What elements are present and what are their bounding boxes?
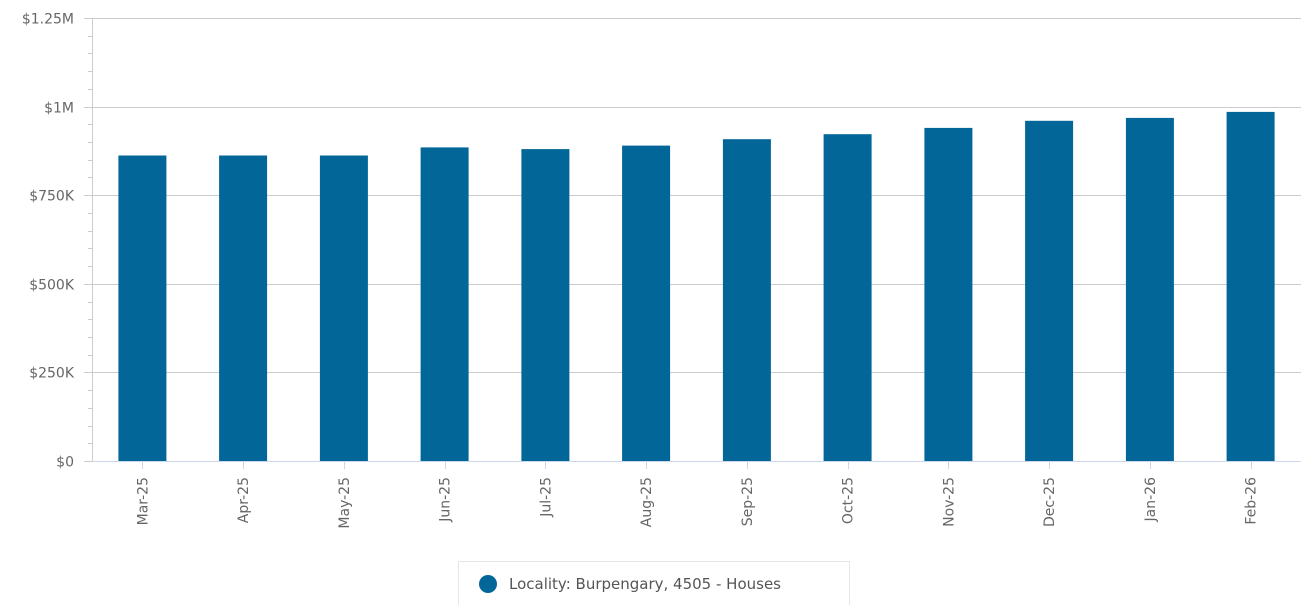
bar[interactable] — [219, 155, 268, 462]
bar[interactable] — [521, 149, 570, 461]
bar[interactable] — [118, 155, 167, 462]
y-axis-minor-ticks — [84, 18, 92, 462]
y-tick-label: $250K — [29, 366, 75, 382]
bar[interactable] — [924, 127, 973, 462]
bar[interactable] — [1125, 117, 1174, 462]
bar-chart: $0$250K$500K$750K$1M$1.25M Mar-25 Apr-25 M… — [22, 12, 1301, 529]
x-tick-label: Feb-26 — [1244, 477, 1260, 525]
bar[interactable] — [1226, 111, 1275, 462]
bar[interactable] — [420, 147, 469, 461]
x-tick-label: Oct-25 — [841, 477, 857, 524]
y-tick-label: $1.25M — [22, 12, 74, 28]
x-tick-label: Aug-25 — [639, 477, 655, 527]
bar[interactable] — [823, 134, 872, 461]
x-tick-label: Sep-25 — [740, 477, 756, 526]
axes — [92, 18, 1301, 469]
y-tick-label: $750K — [29, 189, 75, 205]
x-tick-label: Mar-25 — [135, 477, 151, 525]
x-tick-label: Jul-25 — [538, 477, 554, 518]
bar[interactable] — [319, 155, 368, 462]
bars — [118, 111, 1275, 462]
legend[interactable]: Locality: Burpengary, 4505 - Houses — [458, 561, 850, 605]
bar[interactable] — [722, 139, 771, 461]
bar[interactable] — [622, 145, 671, 461]
x-tick-label: Apr-25 — [236, 477, 252, 523]
x-tick-label: Jan-26 — [1143, 477, 1159, 523]
y-tick-label: $1M — [44, 101, 74, 117]
legend-label: Locality: Burpengary, 4505 - Houses — [509, 574, 781, 593]
legend-marker-icon — [479, 574, 497, 593]
x-tick-label: Dec-25 — [1042, 477, 1058, 527]
grid-lines — [92, 18, 1301, 373]
y-tick-label: $0 — [56, 455, 74, 471]
bar[interactable] — [1025, 120, 1074, 462]
x-axis-tick-labels: Mar-25 Apr-25 May-25 Jun-25 Jul-25 Aug-25 Sep-… — [135, 477, 1259, 529]
y-axis-tick-labels: $0 $250K $500K $750K $1M $1.25M — [22, 12, 75, 471]
x-tick-label: Nov-25 — [941, 477, 957, 527]
x-tick-label: May-25 — [337, 477, 353, 529]
x-tick-label: Jun-25 — [438, 477, 454, 523]
y-tick-label: $500K — [29, 278, 75, 294]
